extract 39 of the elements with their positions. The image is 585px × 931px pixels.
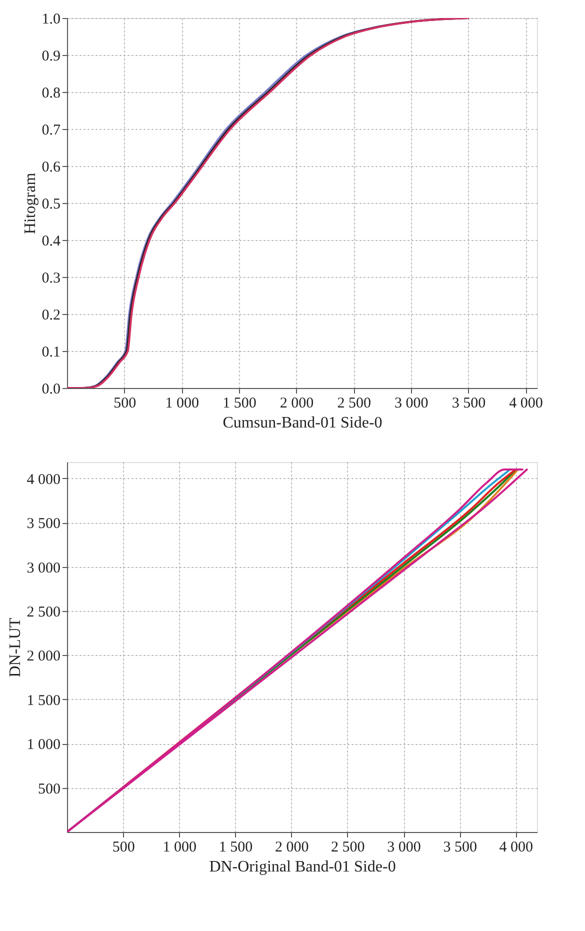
y-tick-label: 0.4: [42, 234, 61, 250]
x-tick-label: 3 500: [443, 840, 477, 856]
x-tick-label: 1 000: [162, 840, 197, 856]
x-tick-label: 1 000: [165, 396, 200, 412]
y-tick-label: 2 500: [26, 604, 60, 620]
x-tick-label: 2 500: [331, 840, 365, 856]
y-tick-label: 0.8: [42, 86, 60, 102]
y-tick-label: 0.9: [42, 48, 60, 64]
x-tick-label: 4 000: [499, 840, 534, 856]
y-tick-label: 0.6: [42, 160, 61, 176]
x-tick-label: 500: [114, 396, 136, 412]
x-tick-label: 3 500: [452, 396, 486, 412]
y-axis-title: DN-LUT: [6, 618, 24, 678]
y-tick-label: 0.7: [42, 122, 61, 138]
y-tick-label: 0.3: [42, 270, 60, 286]
x-tick-label: 2 000: [280, 396, 314, 412]
x-tick-label: 3 000: [394, 396, 428, 412]
x-tick-label: 500: [112, 840, 135, 856]
y-tick-label: 0.0: [42, 382, 60, 398]
y-tick-label: 4 000: [26, 472, 60, 488]
x-axis-title: Cumsun-Band-01 Side-0: [222, 414, 382, 432]
y-axis-title: Hitogram: [22, 172, 39, 234]
y-tick-label: 3 000: [26, 560, 60, 576]
x-tick-label: 2 000: [274, 840, 309, 856]
y-tick-label: 0.2: [42, 308, 60, 324]
y-tick-label: 1.0: [42, 12, 60, 28]
x-tick-label: 3 000: [387, 840, 421, 856]
y-tick-label: 1 500: [26, 692, 60, 709]
x-tick-label: 4 000: [509, 396, 543, 412]
y-tick-label: 0.1: [42, 344, 60, 360]
y-tick-label: 1 000: [26, 737, 60, 754]
y-tick-label: 500: [38, 781, 60, 798]
y-tick-label: 0.5: [42, 196, 60, 212]
y-tick-label: 2 000: [26, 648, 60, 665]
x-tick-label: 1 500: [218, 840, 253, 856]
x-axis-title: DN-Original Band-01 Side-0: [209, 858, 396, 876]
x-tick-label: 2 500: [337, 396, 371, 412]
y-tick-label: 3 500: [26, 516, 60, 532]
x-tick-label: 1 500: [222, 396, 256, 412]
